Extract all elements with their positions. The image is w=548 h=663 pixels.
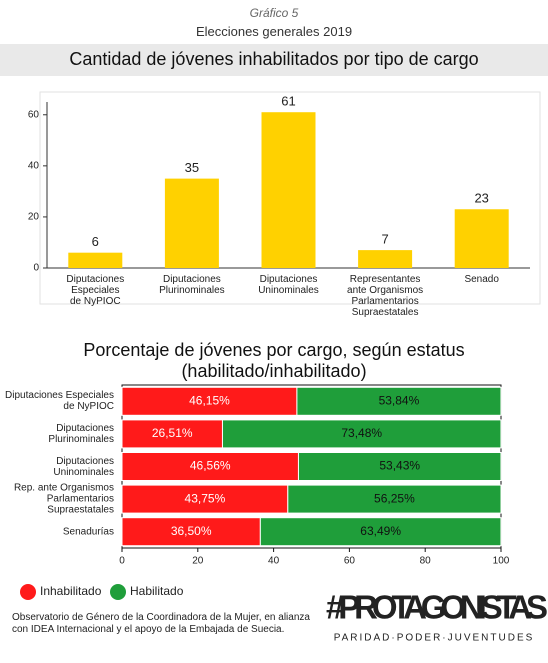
y-tick-label: Rep. ante Organismos Parlamentarios Supr… [13,482,114,516]
legend-swatch [110,584,126,600]
bar [454,209,509,268]
value-label: 46,15% [189,393,230,407]
value-label: 26,51% [152,426,193,440]
y-tick-label: 0 [33,263,39,274]
y-tick-label: Diputaciones Especiales de NyPIOC [5,390,114,413]
tagline: PARIDAD·PODER·JUVENTUDES [334,633,535,644]
x-tick-label: 40 [268,556,280,567]
bar-segment [121,386,298,416]
bar-segment [287,484,502,514]
bar-segment [121,419,223,449]
title-band [0,44,548,76]
value-label: 23 [474,191,488,206]
bar-segment [297,452,502,481]
x-tick-label: Senado [464,274,499,285]
y-tick-label: Senadurías [62,526,114,538]
x-tick-label: 100 [493,556,510,567]
x-tick-label: Diputaciones Plurinominales [159,274,225,296]
value-label: 63,49% [360,524,401,538]
y-tick-label: Diputaciones Plurinominales [48,422,114,445]
value-label: 73,48% [341,426,382,440]
legend-swatch [20,584,36,600]
value-label: 43,75% [185,491,226,505]
value-label: 53,43% [379,459,420,473]
bar [164,178,219,268]
bar [358,250,413,268]
value-label: 36,50% [171,524,212,538]
bar-segment [221,419,502,449]
x-tick-label: 20 [192,556,204,567]
y-tick-label: 20 [28,212,40,223]
x-tick-label: 0 [119,556,125,567]
y-tick-label: 40 [28,160,40,171]
chart-title: Porcentaje de jóvenes por cargo, según e… [83,340,465,381]
bar [261,112,316,268]
x-tick-label: Representantes ante Organismos Parlament… [347,274,424,318]
legend-label: Habilitado [130,584,184,598]
value-label: 56,25% [374,491,415,505]
bar-segment [121,452,299,481]
bar-segment [121,484,289,514]
bar-segment [259,517,502,547]
subtitle: Elecciones generales 2019 [195,24,353,39]
chart-title: Cantidad de jóvenes inhabilitados por ti… [69,49,479,69]
value-label: 6 [92,234,99,249]
value-label: 7 [381,232,388,247]
chart-frame [39,91,541,305]
x-tick-label: Diputaciones Uninominales [258,274,319,296]
bar-segment [121,517,261,547]
bar-segment [296,386,502,416]
x-tick-label: 60 [344,556,356,567]
legend-label: Inhabilitado [40,584,102,598]
value-label: 35 [185,160,199,175]
brand: #PROTAGONISTAS [326,589,548,626]
chart-label: Gráfico 5 [249,6,299,20]
x-tick-label: Diputaciones Especiales de NyPIOC [66,274,125,307]
value-label: 53,84% [379,393,420,407]
footer-note: Observatorio de Género de la Coordinador… [12,612,310,635]
value-label: 46,56% [190,459,231,473]
x-tick-label: 80 [420,556,432,567]
y-tick-label: 60 [28,109,40,120]
y-tick-label: Diputaciones Uninominales [53,455,114,478]
value-label: 61 [281,94,295,109]
bar [68,252,123,268]
